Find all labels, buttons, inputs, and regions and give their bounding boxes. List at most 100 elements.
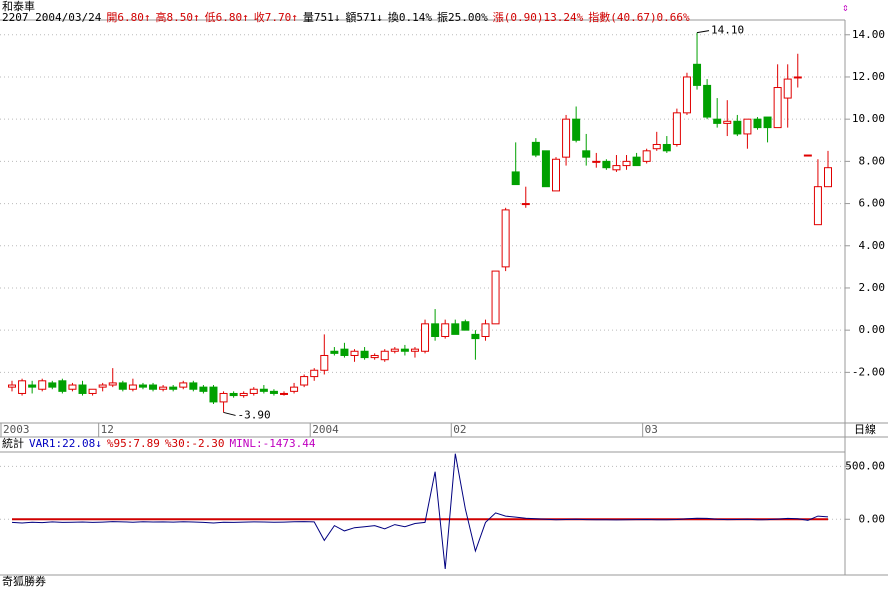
candle-body xyxy=(249,388,258,394)
candle-body xyxy=(380,350,389,361)
candle-body xyxy=(481,323,490,337)
indicator-header: VAR1:22.08↓ xyxy=(29,437,102,450)
candle-body xyxy=(98,384,107,388)
info-item: 開6.80↑ xyxy=(106,11,150,24)
candle-body xyxy=(350,350,359,356)
candle-body xyxy=(461,321,470,331)
x-tick-label: 03 xyxy=(645,423,658,436)
candle-body xyxy=(441,323,450,337)
footer: 奇狐勝券 xyxy=(2,574,46,588)
info-item: 額571↓ xyxy=(345,11,383,24)
candle-body xyxy=(672,112,681,145)
candle-body xyxy=(330,350,339,354)
x-tick-label: 2003 xyxy=(3,423,30,436)
y-tick-label: 10.00 xyxy=(852,112,885,125)
candle-body xyxy=(753,118,762,129)
candle-body xyxy=(239,392,248,397)
candle-body xyxy=(68,384,77,390)
y-tick-label: 6.00 xyxy=(859,197,886,210)
candle-body xyxy=(229,392,238,397)
candle-body xyxy=(269,390,278,394)
candle-body xyxy=(280,392,288,395)
info-item: 量751↓ xyxy=(303,11,341,24)
candle-body xyxy=(179,382,188,388)
candle-body xyxy=(88,388,97,394)
candle-body xyxy=(572,118,581,141)
indicator-header: %30:-2.30 xyxy=(165,437,225,450)
info-item: 高8.50↑ xyxy=(155,10,199,24)
annotation-leader xyxy=(696,30,710,34)
candle-body xyxy=(682,76,691,114)
candle-body xyxy=(209,386,218,403)
annotation-label: -3.90 xyxy=(238,408,271,421)
candle-body xyxy=(662,143,671,152)
candle-body xyxy=(541,150,550,188)
y-tick-label: 0.00 xyxy=(859,323,886,336)
candle-body xyxy=(773,87,782,129)
y-tick-label: 500.00 xyxy=(845,459,885,472)
candle-body xyxy=(128,384,137,390)
y-tick-label: 4.00 xyxy=(859,239,886,252)
candle-body xyxy=(300,376,309,386)
candle-body xyxy=(38,380,47,390)
indicator-line xyxy=(11,453,829,570)
y-tick-label: 12.00 xyxy=(852,70,885,83)
x-tick-label: 02 xyxy=(453,423,466,436)
candle-body xyxy=(723,120,732,124)
candle-body xyxy=(149,384,158,390)
candle-body xyxy=(421,323,430,352)
info-item: 收7.70↑ xyxy=(254,10,298,24)
info-item: 低6.80↑ xyxy=(205,11,249,24)
candle-body xyxy=(733,120,742,135)
candle-body xyxy=(713,118,722,124)
y-tick-label: -2.00 xyxy=(852,365,885,378)
candle-body xyxy=(108,382,117,386)
candle-body xyxy=(320,354,329,371)
candle-body xyxy=(28,384,37,388)
y-tick-label: 14.00 xyxy=(852,28,885,41)
candle-body xyxy=(743,118,752,135)
candle-body xyxy=(48,382,57,388)
annotation-leader xyxy=(223,411,236,416)
indicator-header: %95:7.89 xyxy=(107,437,160,450)
candle-body xyxy=(642,150,651,162)
candle-body xyxy=(8,384,16,388)
info-item: 2207 2004/03/24 xyxy=(2,11,102,24)
candle-body xyxy=(471,333,480,340)
candle-body xyxy=(793,76,802,79)
indicator-header: MINL:-1473.44 xyxy=(229,437,315,450)
candle-body xyxy=(58,380,67,392)
candle-body xyxy=(259,388,268,392)
candle-body xyxy=(652,143,661,150)
candle-body xyxy=(310,369,319,378)
candle-body xyxy=(118,382,127,390)
candle-body xyxy=(491,270,500,325)
period-label: 日線 xyxy=(854,422,876,436)
candle-body xyxy=(219,392,228,403)
candle-body xyxy=(410,348,419,352)
candle-body xyxy=(521,203,530,206)
candle-body xyxy=(612,165,621,171)
info-item: 漲(0.90)13.24% xyxy=(493,11,584,24)
annotation-label: 14.10 xyxy=(711,24,744,37)
y-tick-label: 2.00 xyxy=(859,281,886,294)
candle-body xyxy=(360,350,369,359)
candle-body xyxy=(562,118,571,158)
candle-body xyxy=(189,382,198,390)
candle-body xyxy=(703,84,712,118)
candle-body xyxy=(18,380,27,394)
candle-body xyxy=(78,384,87,394)
y-tick-label: 0.00 xyxy=(859,512,886,525)
candle-body xyxy=(693,63,702,86)
stock-title: 和泰車 xyxy=(2,0,35,13)
candle-body xyxy=(803,154,812,157)
candle-body xyxy=(400,348,409,352)
candle-body xyxy=(813,186,822,226)
candle-body xyxy=(451,323,460,335)
candle-body xyxy=(199,386,208,392)
candle-body xyxy=(602,160,611,169)
toolbar-icon[interactable]: ⇕ xyxy=(842,1,849,14)
candle-body xyxy=(763,116,772,129)
candle-body xyxy=(592,160,601,163)
